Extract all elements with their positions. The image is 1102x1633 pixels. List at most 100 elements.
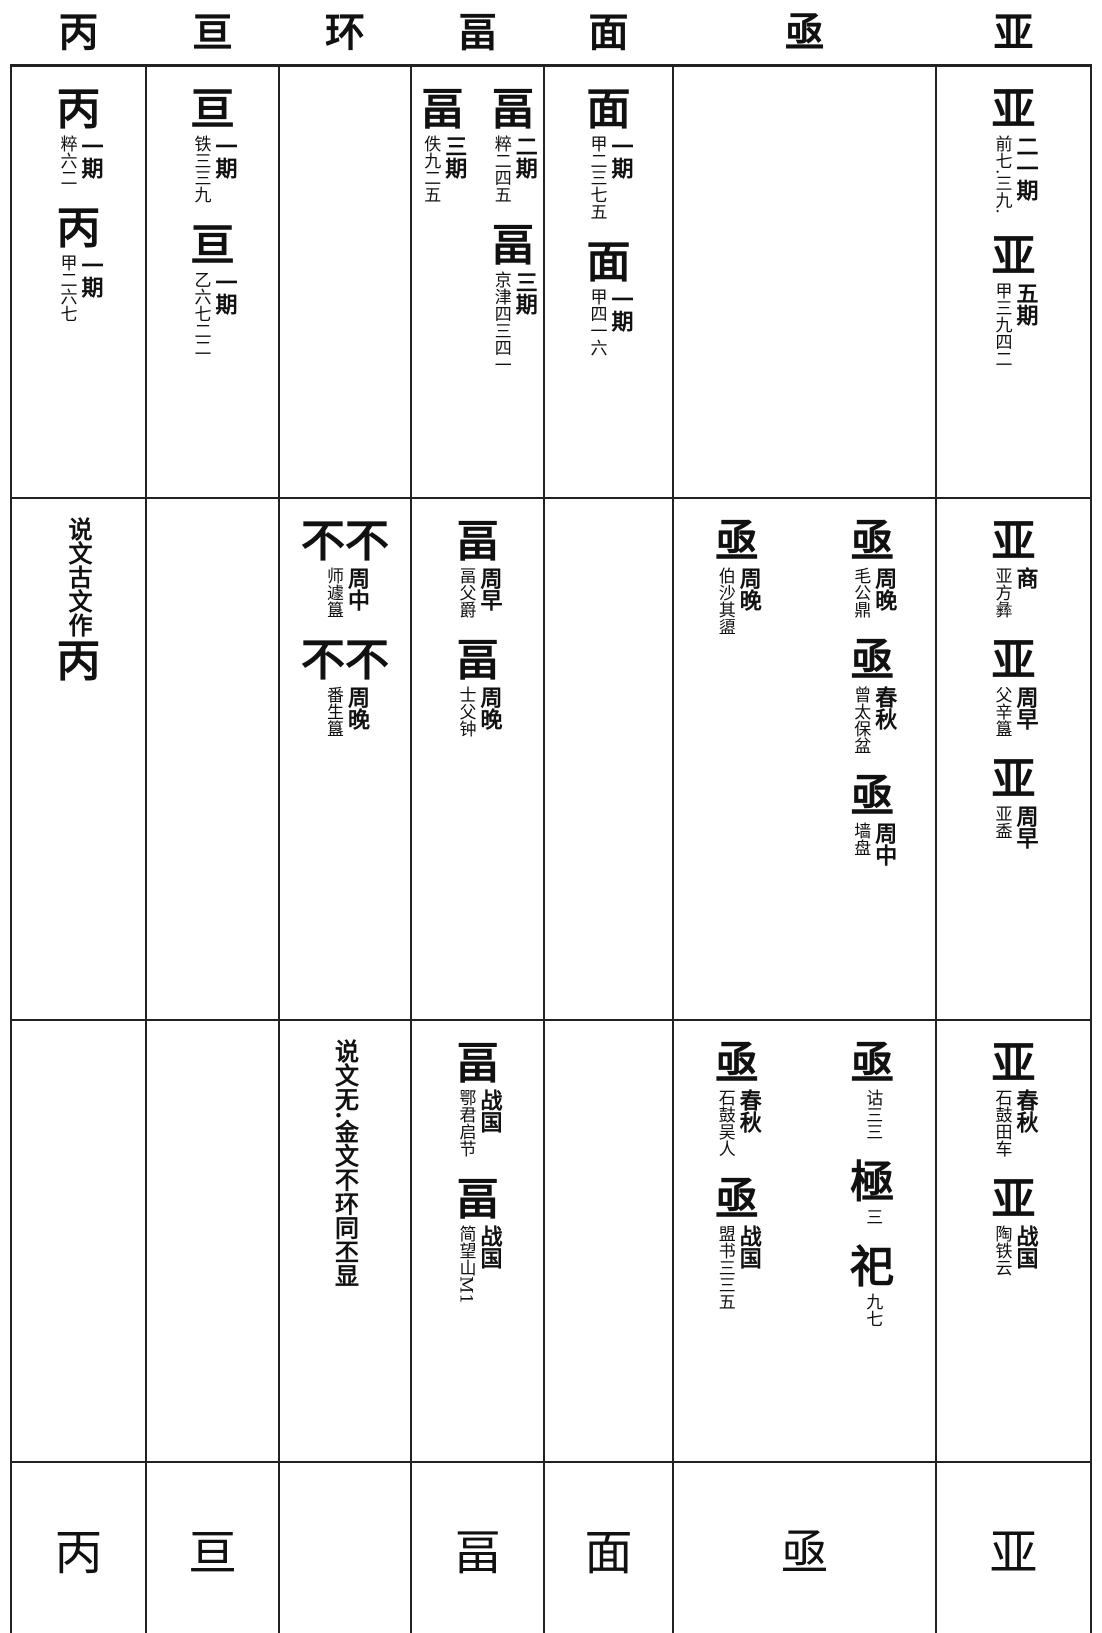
modern-form [278, 1461, 412, 1633]
period: 战国 [735, 1225, 762, 1269]
entry: 亟周晚 毛公鼎 [850, 517, 898, 619]
period: 周早 [1012, 805, 1039, 849]
glyph: 亘 [190, 220, 235, 271]
glyph: 畐 [490, 220, 535, 271]
cell-content: 不不 周中 师遽簋不不 周晚 番生簋 [281, 500, 409, 1018]
cell-content: 亚春秋 石鼓田车亚战国 陶铁云 [938, 1022, 1089, 1460]
source: 九七 [862, 1293, 883, 1327]
annotation: 一期 甲二三七五 [586, 135, 634, 220]
entry: 不不 周晚 番生簋 [301, 635, 389, 738]
column-header: 丙 [11, 0, 146, 67]
annotation: 战国 盟书三三五 [715, 1225, 762, 1310]
glyph: 畐 [455, 1174, 500, 1225]
period: 周早 [476, 567, 503, 611]
period: 一期 [607, 135, 634, 179]
source: 亚方彝 [991, 567, 1012, 618]
annotation: 周早 畐父爵 [456, 567, 503, 618]
period: 周晚 [735, 567, 762, 611]
period: 五期 [1012, 281, 1039, 326]
glyph: 亟 [714, 516, 759, 567]
annotation: 二期 粹二四五 [491, 135, 538, 203]
glyph: 亚 [991, 635, 1036, 686]
cell: 面 一期 甲二三七五面一期 甲四一六 [543, 64, 674, 499]
cell: 亟周晚 毛公鼎亟春秋 曾太保盆亟周中 墙盘亟周晚 伯沙其盨 [672, 497, 937, 1021]
glyph: 亘 [190, 84, 235, 135]
entry: 面一期 甲四一六 [586, 237, 634, 357]
entry: 亘一期 乙六七二二 [190, 220, 238, 357]
period: 一期 [211, 135, 238, 179]
period: 一期 [211, 271, 238, 315]
entry: 丙一期 粹六二 [57, 85, 104, 187]
annotation: 周晚 士父钟 [455, 686, 503, 737]
entry: 亟春秋 曾太保盆 [850, 635, 897, 755]
entry: 亚二一期 前七.三九. [991, 85, 1039, 214]
cell [145, 497, 280, 1021]
annotation: 商亚方彝 [991, 567, 1039, 618]
period: 春秋 [1012, 1089, 1039, 1133]
annotation: 二一期 前七.三九. [991, 135, 1039, 214]
cell [543, 497, 674, 1021]
glyph: 畐 [420, 84, 465, 135]
source: 简望山M1 [455, 1225, 476, 1305]
annotation: 九七 [862, 1293, 882, 1327]
period: 周晚 [344, 686, 370, 730]
annotation: 战国 陶铁云 [991, 1225, 1039, 1276]
cell: 丙一期 粹六二丙一期 甲二六七 [10, 64, 147, 499]
annotation: 五期 甲三九四二 [992, 281, 1039, 367]
note: 说文古文作 [64, 517, 93, 637]
glyph: 亟 [850, 635, 895, 686]
cell-content: 亟周晚 毛公鼎亟春秋 曾太保盆亟周中 墙盘亟周晚 伯沙其盨 [675, 500, 934, 1018]
entry: 亟春秋 石鼓吴人 [714, 1038, 762, 1158]
source: 甲二三七五 [586, 135, 607, 220]
glyph: 亚 [991, 230, 1036, 282]
source: 乙六七二二 [190, 271, 211, 356]
period: 春秋 [735, 1089, 762, 1133]
glyph: 亟 [714, 1174, 759, 1225]
cell-content [281, 67, 409, 496]
glyph: 亟 [850, 771, 895, 822]
cell: 畐战国 鄂君启节畐战国 简望山M1 [410, 1019, 545, 1463]
cell: 畐周早 畐父爵畐周晚 士父钟 [410, 497, 545, 1021]
annotation: 三期 佚九二五 [420, 135, 468, 203]
cell-content [546, 500, 671, 1018]
glyph: 亚 [991, 754, 1036, 805]
source: 前七.三九. [991, 135, 1012, 214]
annotation: 战国 鄂君启节 [456, 1089, 503, 1157]
period: 周中 [344, 567, 370, 611]
entry: 祀九七 [850, 1243, 894, 1328]
entry: 亟诂三三 [850, 1039, 894, 1141]
cell-content: 说文古文作丙 [13, 500, 144, 1018]
period: 二一期 [1012, 135, 1039, 201]
period: 二期 [511, 135, 538, 179]
cell: 亚二一期 前七.三九. 亚五期 甲三九四二 [935, 64, 1092, 499]
glyph: 不不 [301, 635, 389, 686]
cell-content: 面 一期 甲二三七五面一期 甲四一六 [546, 67, 671, 496]
entry: 亚战国 陶铁云 [991, 1175, 1039, 1277]
cell-content: 亚商亚方彝亚周早 父辛簋亚周早 亚盉 [938, 500, 1089, 1018]
cell [278, 64, 412, 499]
annotation: 周中 师遽簋 [323, 567, 370, 618]
cell: 亚商亚方彝亚周早 父辛簋亚周早 亚盉 [935, 497, 1092, 1021]
glyph: 亚 [991, 516, 1036, 567]
column-header: 亚 [936, 0, 1091, 67]
source: 陶铁云 [991, 1225, 1012, 1276]
glyph: 亟 [714, 1038, 759, 1089]
cell-content: 畐二期 粹二四五畐三期 京津四三四一畐三期 佚九二五 [413, 67, 542, 496]
period: 周早 [1012, 686, 1039, 730]
entry: 丙一期 甲二六七 [57, 204, 104, 323]
period: 商 [1012, 567, 1039, 589]
row: 丙一期 粹六二丙一期 甲二六七亘一期 铁三三九亘一期 乙六七二二畐二期 粹二四五畐三期 京津… [10, 64, 1092, 499]
period: 三期 [441, 135, 468, 179]
source: 士父钟 [455, 686, 476, 737]
source: 石鼓吴人 [714, 1089, 735, 1157]
glyph: 畐 [455, 635, 500, 686]
source: 甲四一六 [586, 288, 607, 356]
entry: 畐战国 鄂君启节 [456, 1039, 503, 1158]
cell: 畐二期 粹二四五畐三期 京津四三四一畐三期 佚九二五 [410, 64, 545, 499]
period: 周晚 [871, 567, 898, 611]
annotation: 一期 粹六二 [57, 135, 104, 186]
glyph: 畐 [455, 516, 500, 567]
glyph: 面 [586, 237, 631, 288]
entry: 極三 [850, 1158, 894, 1226]
entry: 亚商亚方彝 [991, 516, 1039, 619]
